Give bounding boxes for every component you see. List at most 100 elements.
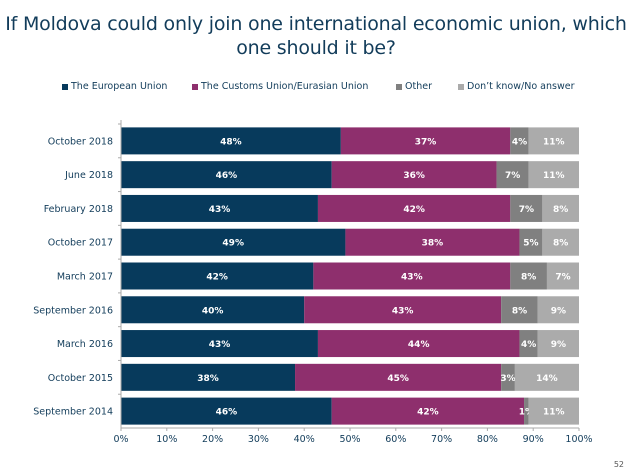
data-label: 1% (519, 408, 534, 418)
legend-label-european-union: The European Union (71, 81, 168, 92)
bar-segment-don-t-know-no-answer (528, 397, 579, 425)
category-label: March 2017 (57, 272, 113, 283)
bar-segment-don-t-know-no-answer (537, 296, 579, 324)
data-label: 7% (519, 205, 534, 215)
x-tick-label: 100% (565, 434, 592, 445)
bar-segment-the-customs-union-eurasian-union (313, 262, 511, 290)
data-label: 9% (551, 306, 566, 316)
legend-swatch-european-union (62, 83, 68, 90)
bar-segment-the-customs-union-eurasian-union (317, 330, 520, 358)
data-label: 11% (543, 137, 565, 147)
category-label: October 2015 (48, 373, 113, 384)
bar-segment-other (510, 262, 547, 290)
data-label: 42% (403, 205, 425, 215)
category-label: October 2018 (48, 136, 113, 147)
bar-segment-the-european-union (121, 127, 341, 155)
data-label: 44% (408, 340, 430, 350)
data-label: 38% (422, 239, 444, 249)
bar-segment-other (519, 228, 543, 256)
category-label: September 2016 (33, 305, 113, 316)
data-label: 42% (206, 273, 228, 283)
legend-item-customs-union: The Customs Union/Eurasian Union (192, 81, 368, 92)
data-label: 46% (216, 408, 238, 418)
legend-item-other: Other (396, 81, 432, 92)
x-tick-label: 50% (339, 434, 360, 445)
data-label: 36% (403, 171, 425, 181)
bar-segment-the-european-union (121, 228, 346, 256)
legend-item-dont-know: Don’t know/No answer (458, 81, 574, 92)
data-label: 8% (512, 306, 527, 316)
bar-segment-don-t-know-no-answer (542, 228, 579, 256)
data-label: 38% (197, 374, 219, 384)
bar-segment-the-european-union (121, 397, 332, 425)
legend-label-other: Other (405, 81, 432, 92)
x-tick-label: 20% (202, 434, 223, 445)
data-label: 4% (512, 137, 527, 147)
legend-label-dont-know: Don’t know/No answer (467, 81, 575, 92)
bar-segment-the-european-union (121, 330, 318, 358)
bar-segment-other (519, 330, 538, 358)
bar-segment-the-customs-union-eurasian-union (345, 228, 520, 256)
bar-segment-other (501, 363, 515, 391)
bar-segment-the-customs-union-eurasian-union (304, 296, 502, 324)
data-label: 3% (500, 374, 515, 384)
data-label: 5% (523, 239, 538, 249)
bar-segment-the-european-union (121, 296, 305, 324)
x-tick-label: 80% (477, 434, 498, 445)
bar-segment-the-customs-union-eurasian-union (295, 363, 502, 391)
data-label: 46% (216, 171, 238, 181)
data-label: 40% (202, 306, 224, 316)
x-tick-label: 0% (113, 434, 128, 445)
bar-segment-don-t-know-no-answer (528, 127, 579, 155)
bar-segment-the-customs-union-eurasian-union (340, 127, 511, 155)
bar-segment-other (496, 161, 529, 189)
chart-title: If Moldova could only join one internati… (0, 12, 632, 60)
bar-segment-don-t-know-no-answer (542, 194, 579, 222)
data-label: 37% (415, 137, 437, 147)
bar-segment-don-t-know-no-answer (514, 363, 579, 391)
data-label: 43% (392, 306, 414, 316)
category-label: September 2014 (33, 407, 113, 418)
data-label: 45% (387, 374, 409, 384)
x-tick-label: 10% (156, 434, 177, 445)
bar-segment-the-european-union (121, 194, 318, 222)
x-tick-label: 90% (523, 434, 544, 445)
page-number: 52 (613, 460, 624, 469)
chart-title-line-2: one should it be? (236, 37, 396, 59)
x-tick-label: 70% (431, 434, 452, 445)
bar-segment-other (501, 296, 538, 324)
bar-segment-the-customs-union-eurasian-union (317, 194, 511, 222)
bar-segment-the-european-union (121, 363, 296, 391)
bar-segment-the-european-union (121, 161, 332, 189)
x-tick-label: 40% (294, 434, 315, 445)
legend-swatch-customs-union (192, 83, 198, 90)
bar-segment-other (510, 127, 529, 155)
data-label: 43% (209, 205, 231, 215)
bar-segment-other (524, 397, 529, 425)
category-label: June 2018 (64, 170, 113, 181)
data-label: 43% (401, 273, 423, 283)
data-label: 11% (543, 408, 565, 418)
legend-swatch-other (396, 83, 402, 90)
data-label: 7% (555, 273, 570, 283)
data-label: 9% (551, 340, 566, 350)
bar-segment-don-t-know-no-answer (546, 262, 579, 290)
category-label: October 2017 (48, 238, 113, 249)
bar-segment-the-customs-union-eurasian-union (331, 161, 497, 189)
data-label: 4% (521, 340, 536, 350)
data-label: 7% (505, 171, 520, 181)
bars-group: 48% 37% 4% 11% 46% 36% 7% 11% 43% 42% 7% 8% 49% 38% 5%… (121, 127, 579, 425)
x-tick-label: 60% (385, 434, 406, 445)
category-label: March 2016 (57, 339, 113, 350)
data-label: 49% (222, 239, 244, 249)
legend-item-european-union: The European Union (62, 81, 167, 92)
category-label: February 2018 (44, 204, 113, 215)
data-label: 48% (220, 137, 242, 147)
data-label: 8% (521, 273, 536, 283)
axes-group: October 2018 June 2018 February 2018 Octobe… (33, 120, 593, 445)
data-label: 11% (543, 171, 565, 181)
bar-segment-other (510, 194, 543, 222)
legend-swatch-dont-know (458, 83, 464, 90)
bar-segment-the-customs-union-eurasian-union (331, 397, 525, 425)
